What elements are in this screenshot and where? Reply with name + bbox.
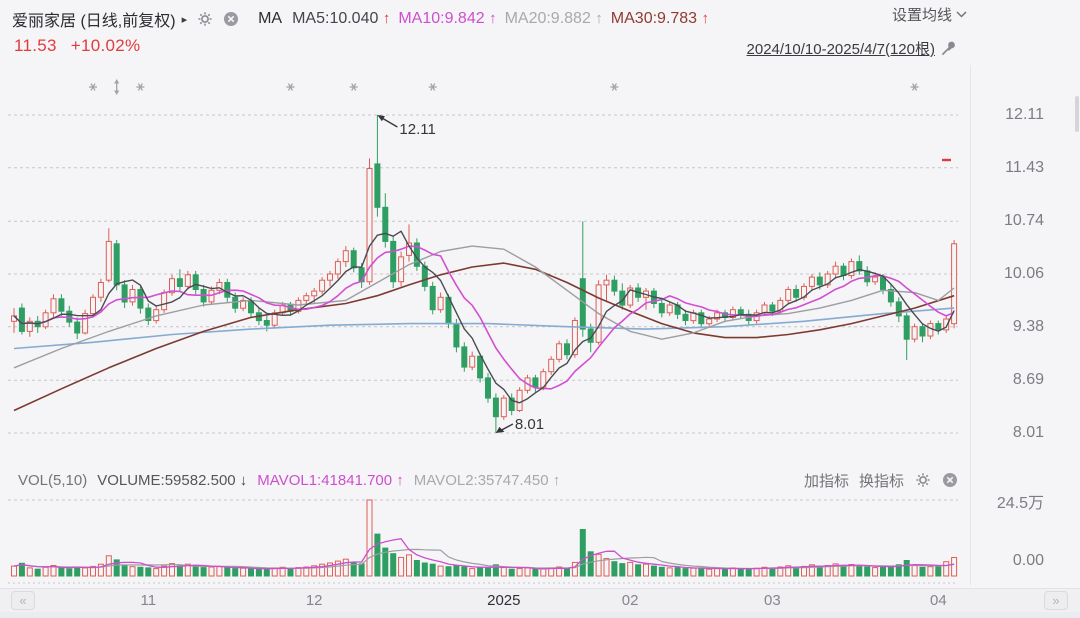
- volume-axis-min-label: 0.00: [1012, 552, 1044, 569]
- x-axis-label: 11: [140, 592, 157, 609]
- svg-text:8.01: 8.01: [515, 416, 544, 433]
- volume-header: VOL(5,10) VOLUME:59582.500 ↓ MAVOL1:4184…: [18, 468, 958, 492]
- add-indicator-button[interactable]: 加指标: [803, 472, 849, 490]
- price-axis-label: 10.74: [1003, 212, 1044, 229]
- gear-icon[interactable]: [196, 11, 213, 28]
- switch-indicator-button[interactable]: 换指标: [858, 472, 904, 490]
- scroll-right-button[interactable]: »: [1044, 591, 1068, 610]
- volume-chart[interactable]: [8, 490, 958, 585]
- price-change-percent: +10.02%: [70, 36, 141, 55]
- date-range: 2024/10/10-2025/4/7(120根): [747, 38, 958, 59]
- mavol2-value: MAVOL2:35747.450 ↑: [413, 471, 561, 489]
- ma5-value: MA5:10.040 ↑: [292, 10, 391, 27]
- price-axis-label: 12.11: [1005, 106, 1044, 123]
- ma20-value: MA20:9.882 ↑: [504, 10, 603, 27]
- volume-axis-max-label: 24.5万: [996, 495, 1044, 512]
- candlestick-chart[interactable]: 12.11 8.01: [8, 65, 958, 460]
- ma-legend: MA MA5:10.040 ↑ MA10:9.842 ↑ MA20:9.882 …: [258, 10, 709, 28]
- chevron-down-icon: [956, 11, 967, 18]
- x-axis-label: 12: [305, 592, 323, 609]
- bottom-strip: [0, 612, 1080, 618]
- price-axis-label: 11.43: [1005, 159, 1044, 176]
- last-price: 11.53: [14, 36, 57, 55]
- ma10-value: MA10:9.842 ↑: [398, 10, 497, 27]
- price-axis-label: 10.06: [1003, 265, 1044, 282]
- chart-header: 爱丽家居 (日线,前复权) ▸ MA MA5:10.040 ↑ MA10:9.8…: [12, 7, 1068, 31]
- price-axis-label: 8.69: [1012, 371, 1044, 388]
- right-scrollbar-thumb[interactable]: [1075, 96, 1079, 132]
- title-expand-arrow-icon[interactable]: ▸: [181, 13, 188, 26]
- ma-group-label: MA: [258, 10, 283, 27]
- ma-settings-button[interactable]: 设置均线: [892, 4, 967, 25]
- price-axis-label: 8.01: [1012, 424, 1044, 441]
- svg-text:12.11: 12.11: [399, 121, 435, 138]
- stock-title: 爱丽家居 (日线,前复权): [12, 13, 176, 30]
- price-axis-label: 9.38: [1012, 318, 1044, 335]
- x-axis-label: 04: [929, 592, 947, 609]
- price-quote: 11.53 +10.02%: [14, 36, 154, 56]
- scroll-left-button[interactable]: «: [11, 591, 35, 610]
- mavol1-value: MAVOL1:41841.700 ↑: [257, 471, 404, 489]
- volume-value: VOLUME:59582.500 ↓: [97, 471, 248, 489]
- vol-indicator-label: VOL(5,10): [18, 471, 88, 489]
- pin-icon[interactable]: [940, 40, 958, 57]
- time-axis: « 11 12 2025 02 03 04 »: [0, 588, 1080, 612]
- right-axis-column: 12.11 11.43 10.74 10.06 9.38 8.69 8.01 2…: [970, 65, 1080, 585]
- date-range-link[interactable]: 2024/10/10-2025/4/7(120根): [746, 41, 935, 58]
- ma30-value: MA30:9.783 ↑: [610, 10, 710, 27]
- x-axis-label: 03: [764, 592, 781, 609]
- volume-close-icon[interactable]: [941, 472, 958, 489]
- x-axis-label: 02: [621, 592, 639, 609]
- ma-settings-label: 设置均线: [891, 7, 952, 24]
- x-axis-label: 2025: [487, 592, 521, 609]
- close-indicator-icon[interactable]: [222, 11, 239, 28]
- volume-gear-icon[interactable]: [914, 472, 931, 489]
